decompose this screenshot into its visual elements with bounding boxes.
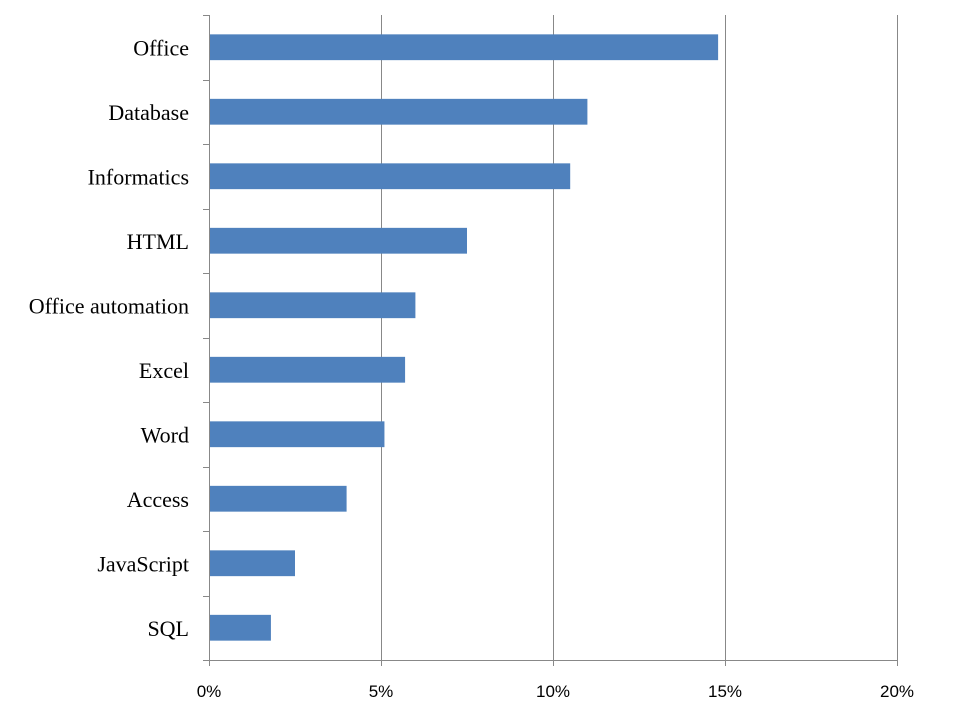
- category-label: Office: [133, 35, 189, 60]
- bar: [210, 292, 416, 319]
- category-label: JavaScript: [97, 551, 189, 576]
- bar: [210, 550, 295, 577]
- category-label: Informatics: [88, 164, 189, 189]
- category-label: SQL: [147, 616, 189, 641]
- bar: [210, 34, 719, 61]
- x-tick-label: 0%: [197, 682, 222, 701]
- bar: [210, 163, 571, 190]
- category-label: Excel: [139, 358, 189, 383]
- bar: [210, 614, 271, 641]
- x-tick-label: 5%: [369, 682, 394, 701]
- bar: [210, 98, 588, 125]
- bar: [210, 227, 467, 254]
- bars: [210, 34, 719, 641]
- category-label: Office automation: [29, 293, 189, 318]
- category-label: Access: [127, 487, 189, 512]
- bar: [210, 421, 385, 448]
- category-label: Word: [141, 422, 189, 447]
- axes: [203, 15, 898, 666]
- bar: [210, 356, 406, 383]
- category-label: Database: [108, 100, 189, 125]
- x-tick-label: 20%: [880, 682, 914, 701]
- category-label: HTML: [127, 229, 189, 254]
- x-tick-label: 10%: [536, 682, 570, 701]
- x-tick-label: 15%: [708, 682, 742, 701]
- labels: 0% 5% 10% 15% 20% Office Database Informatics HT…: [29, 35, 914, 701]
- bar: [210, 485, 347, 512]
